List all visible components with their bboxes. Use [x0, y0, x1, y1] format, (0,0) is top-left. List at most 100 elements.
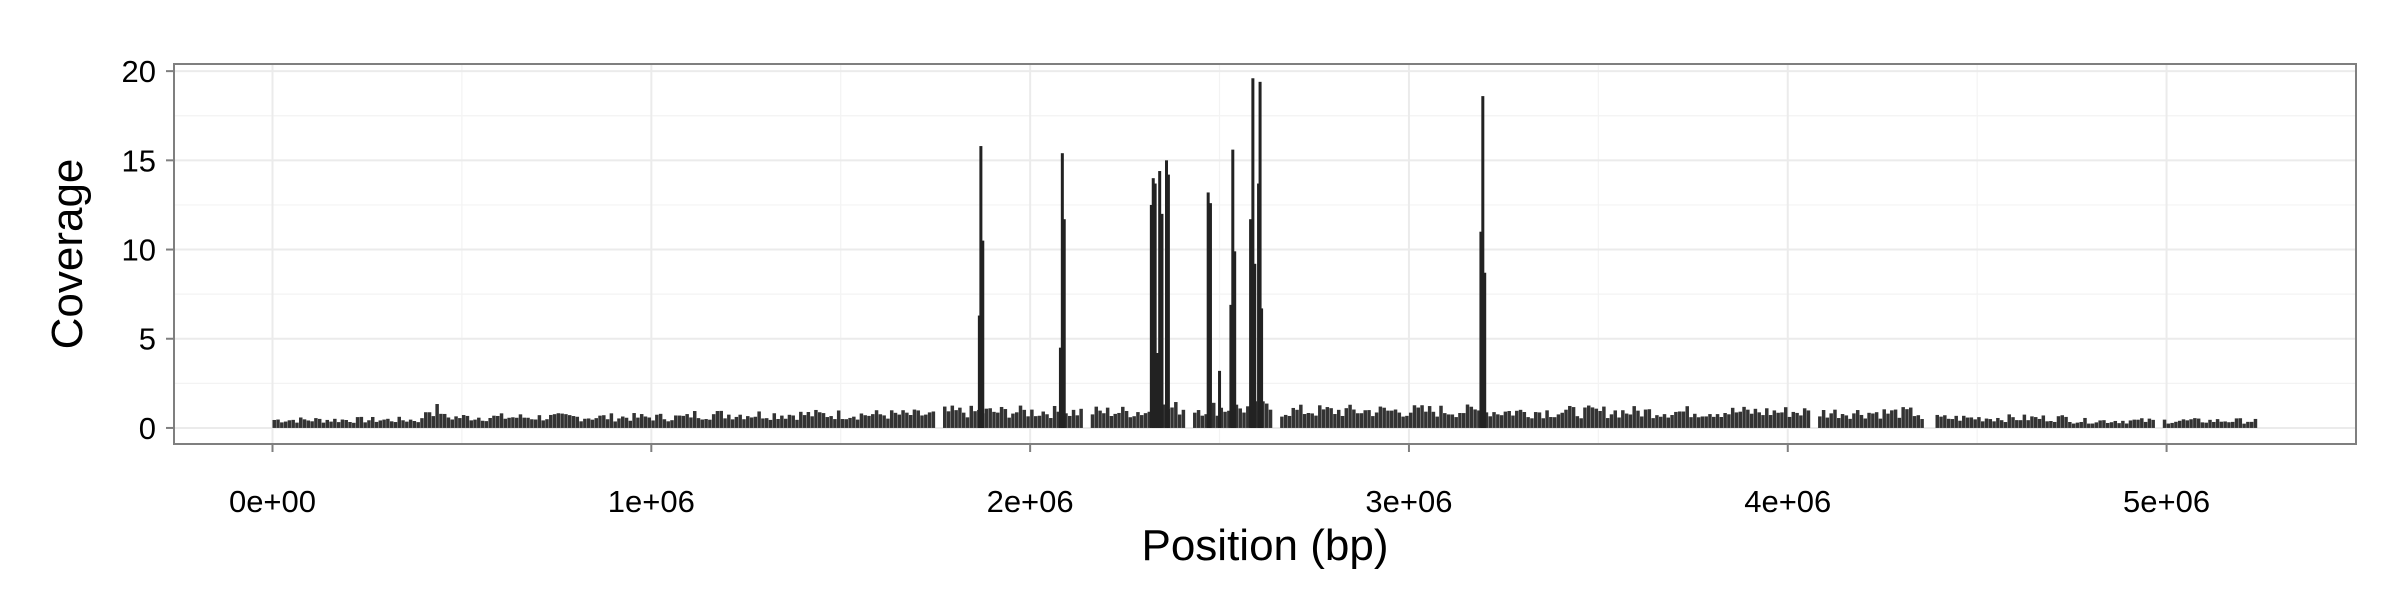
- coverage-bar: [1583, 407, 1587, 428]
- coverage-bar: [996, 412, 1000, 428]
- coverage-peak-bar: [979, 146, 983, 428]
- coverage-bar: [1689, 417, 1693, 428]
- coverage-bar: [1624, 413, 1629, 428]
- coverage-bar: [1939, 416, 1943, 428]
- coverage-bar: [1586, 405, 1591, 428]
- coverage-bar: [1325, 407, 1330, 428]
- coverage-bar: [1371, 416, 1375, 428]
- coverage-bar: [552, 414, 557, 428]
- coverage-bar: [1427, 406, 1432, 428]
- coverage-bar: [704, 419, 708, 428]
- coverage-bar: [685, 414, 689, 428]
- coverage-bar: [1503, 411, 1508, 428]
- coverage-bar: [988, 408, 992, 428]
- coverage-bar: [1855, 410, 1860, 428]
- coverage-bar: [1443, 413, 1447, 428]
- coverage-peak-bar: [1062, 219, 1066, 428]
- coverage-bar: [1219, 407, 1224, 428]
- coverage-bar: [677, 415, 682, 428]
- coverage-bar: [1867, 412, 1871, 428]
- coverage-peak-bar: [1229, 304, 1233, 428]
- coverage-bar: [874, 410, 879, 428]
- coverage-bar: [2143, 421, 2148, 428]
- coverage-bar: [1541, 418, 1546, 428]
- coverage-bar: [1950, 419, 1955, 428]
- coverage-bar: [1352, 409, 1356, 428]
- coverage-bar: [439, 413, 443, 428]
- coverage-bar: [681, 415, 686, 428]
- coverage-bar: [1984, 418, 1989, 428]
- coverage-bar: [2189, 419, 2193, 428]
- coverage-bar: [348, 421, 352, 428]
- coverage-bar: [507, 417, 511, 428]
- coverage-bar: [363, 422, 367, 428]
- coverage-bar: [586, 418, 591, 428]
- coverage-bar: [1094, 406, 1099, 428]
- coverage-bar: [1045, 414, 1049, 428]
- coverage-bar: [314, 418, 318, 428]
- coverage-bar: [355, 417, 360, 428]
- coverage-bar: [340, 419, 345, 428]
- coverage-bar: [1128, 417, 1133, 428]
- coverage-bar: [965, 417, 970, 428]
- coverage-bar: [1367, 410, 1371, 428]
- coverage-bar: [2170, 422, 2174, 428]
- coverage-bar: [2193, 418, 2197, 428]
- coverage-bar: [1014, 412, 1019, 428]
- coverage-bar: [999, 406, 1004, 428]
- coverage-bar: [761, 418, 765, 428]
- coverage-bar: [378, 420, 383, 428]
- coverage-bar: [1560, 412, 1564, 428]
- coverage-bar: [2037, 418, 2042, 428]
- coverage-bar: [2200, 422, 2205, 428]
- coverage-peak-bar: [1060, 153, 1064, 428]
- coverage-bar: [473, 419, 477, 428]
- coverage-bar: [920, 415, 924, 428]
- coverage-bar: [280, 422, 284, 428]
- coverage-bar: [1700, 416, 1705, 428]
- coverage-bar: [2041, 415, 2046, 428]
- coverage-bar: [1852, 413, 1856, 428]
- coverage-bar: [780, 415, 784, 428]
- coverage-bar: [420, 418, 424, 428]
- coverage-bar: [386, 418, 390, 428]
- coverage-bar: [1727, 414, 1731, 428]
- coverage-bar: [2212, 421, 2216, 428]
- coverage-bar: [1575, 416, 1580, 428]
- coverage-bar: [2075, 422, 2080, 428]
- coverage-bar: [1177, 414, 1182, 428]
- coverage-bar: [844, 419, 848, 428]
- coverage-bar: [749, 417, 754, 428]
- coverage-bar: [1450, 414, 1455, 428]
- coverage-bar: [427, 412, 432, 428]
- x-tick-label: 3e+06: [1365, 484, 1452, 519]
- coverage-bar: [1340, 415, 1345, 428]
- coverage-bar: [291, 419, 295, 428]
- coverage-bar: [1708, 414, 1712, 428]
- coverage-bar: [1677, 411, 1682, 428]
- coverage-bar: [1299, 404, 1303, 428]
- coverage-bar: [1026, 416, 1030, 428]
- coverage-bar: [1204, 414, 1208, 428]
- coverage-bar: [617, 418, 621, 428]
- coverage-bar: [723, 418, 727, 428]
- coverage-bar: [651, 420, 655, 428]
- coverage-bar: [882, 415, 886, 428]
- coverage-bar: [1965, 417, 1970, 428]
- coverage-bar: [711, 414, 716, 428]
- coverage-bar: [431, 416, 436, 428]
- coverage-bar: [537, 415, 542, 428]
- coverage-bar: [1071, 409, 1076, 428]
- coverage-bar: [897, 414, 902, 428]
- coverage-bar: [446, 417, 451, 428]
- coverage-bar: [1954, 415, 1958, 428]
- coverage-bar: [912, 409, 917, 428]
- coverage-bar: [1837, 418, 1841, 428]
- coverage-bar: [889, 410, 894, 428]
- coverage-bar: [2253, 418, 2258, 428]
- coverage-peak-bar: [1257, 183, 1261, 428]
- coverage-bar: [382, 419, 386, 428]
- coverage-bar: [1454, 417, 1458, 428]
- coverage-bar: [1124, 411, 1129, 428]
- coverage-bar: [1901, 407, 1905, 428]
